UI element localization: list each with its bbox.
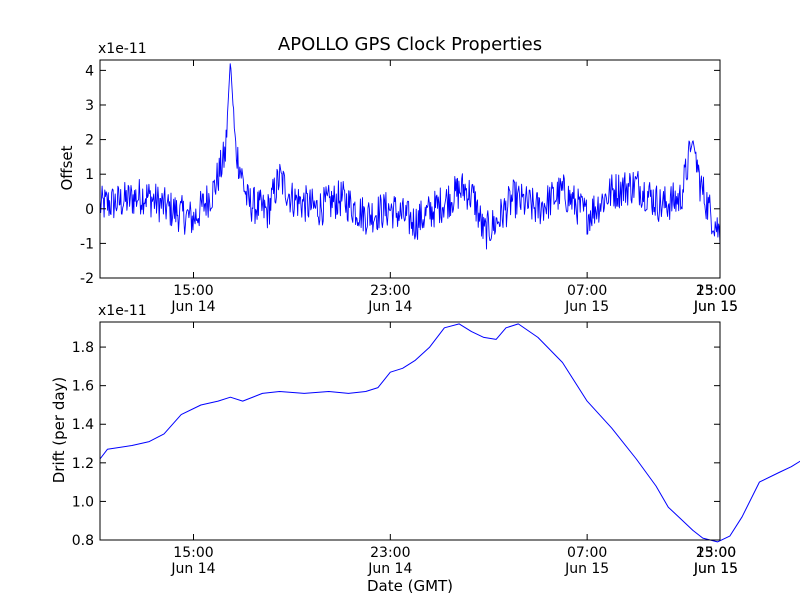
chart-title: APOLLO GPS Clock Properties (278, 34, 542, 55)
drift-ytick-label: 1.6 (72, 379, 94, 395)
offset-ytick-label: 2 (85, 133, 94, 149)
offset-y-ticks: -2 -1 0 1 2 3 4 (80, 63, 720, 287)
offset-xtick-date-label: Jun 15 (693, 299, 738, 315)
drift-series-line (99, 323, 800, 543)
offset-xtick-date-label: Jun 14 (367, 299, 412, 315)
offset-xtick-date-label: Jun 15 (693, 299, 738, 315)
drift-panel-exponent: x1e-11 (98, 303, 147, 319)
offset-ytick-label: 4 (85, 63, 94, 79)
offset-ytick-label: 3 (85, 98, 94, 114)
drift-ytick-label: 0.8 (72, 533, 94, 549)
drift-panel-ylabel: Drift (per day) (50, 377, 68, 484)
drift-plot-frame (99, 321, 721, 541)
drift-xtick-time-label: 23:00 (370, 545, 410, 561)
drift-ytick-label: 1.2 (72, 456, 94, 472)
offset-series-group (99, 63, 721, 250)
offset-ytick-label: -1 (80, 236, 94, 252)
offset-xtick-date-label: Jun 14 (170, 299, 215, 315)
drift-xtick-date-label: Jun 15 (564, 561, 609, 577)
offset-ytick-label: 0 (85, 202, 94, 218)
drift-panel-xlabel: Date (GMT) (367, 577, 453, 595)
offset-plot-frame (99, 59, 721, 279)
drift-xtick-time-label: 15:00 (173, 545, 213, 561)
offset-ytick-label: -2 (80, 271, 94, 287)
offset-xtick-date-label: Jun 15 (564, 299, 609, 315)
offset-panel-ylabel: Offset (58, 145, 76, 190)
drift-xtick-date-label: Jun 15 (693, 561, 738, 577)
drift-xtick-time-label: 07:00 (567, 545, 607, 561)
drift-y-ticks: 0.8 1.0 1.2 1.4 1.6 1.8 (72, 340, 720, 549)
drift-xtick-date-label: Jun 14 (367, 561, 412, 577)
offset-xtick-time-label: 23:00 (696, 283, 736, 299)
offset-xtick-time-label: 07:00 (567, 283, 607, 299)
drift-xtick-date-label: Jun 14 (170, 561, 215, 577)
offset-xtick-time-label: 23:00 (370, 283, 410, 299)
offset-ytick-label: 1 (85, 167, 94, 183)
offset-xtick-time-label: 15:00 (696, 283, 736, 299)
drift-ytick-label: 1.4 (72, 417, 94, 433)
drift-xtick-date-label: Jun 15 (693, 561, 738, 577)
drift-xtick-time-label: 23:00 (696, 545, 736, 561)
drift-series-group (99, 323, 800, 543)
drift-panel: x1e-11 Drift (per day) 0.8 1.0 1.2 1.4 1.6 1.… (50, 303, 800, 595)
offset-panel-exponent: x1e-11 (98, 41, 147, 57)
drift-ytick-label: 1.0 (72, 494, 94, 510)
offset-xtick-time-label: 15:00 (173, 283, 213, 299)
offset-series-line (99, 63, 721, 250)
drift-xtick-time-label: 15:00 (696, 545, 736, 561)
drift-ytick-label: 1.8 (72, 340, 94, 356)
